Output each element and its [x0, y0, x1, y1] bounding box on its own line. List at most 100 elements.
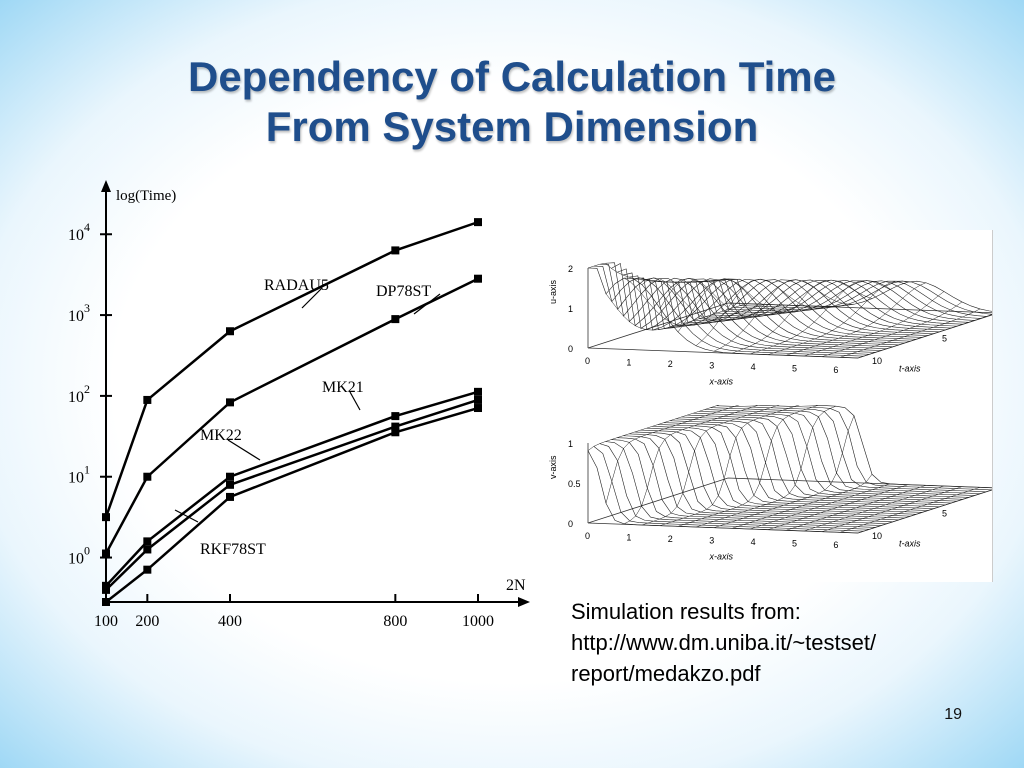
surface-mesh-line: [675, 279, 946, 331]
surface-mesh-line: [767, 484, 909, 530]
surface-mesh-line: [803, 485, 945, 532]
surface-mesh-line: [605, 405, 740, 504]
surface-mesh-line: [663, 279, 934, 334]
surface-mesh-line: [710, 407, 981, 494]
surface-mesh-line: [675, 418, 946, 506]
surface-mesh-line: [659, 405, 800, 526]
series-label-leader: [301, 287, 323, 309]
surface-mesh-line: [727, 278, 992, 312]
surface-mesh-line: [749, 483, 891, 530]
t-axis-title: t-axis: [899, 538, 921, 548]
t-tick-label: 5: [942, 334, 947, 344]
surface-mesh-line: [593, 265, 864, 357]
data-point: [226, 398, 234, 407]
surface-mesh-line: [687, 279, 958, 327]
x-tick-label: 0: [585, 531, 590, 541]
surface-mesh-line: [646, 427, 917, 515]
surface-mesh-line: [803, 291, 945, 357]
surface-mesh-line: [785, 485, 927, 531]
surface-mesh-line: [692, 280, 964, 325]
surface-mesh-line: [623, 277, 765, 326]
title-line-1: Dependency of Calculation Time: [187, 53, 837, 100]
y-tick-label: 103: [68, 301, 90, 325]
series-label-leader: [174, 509, 199, 523]
z-tick-label: 2: [568, 264, 573, 274]
surface-mesh-line: [857, 489, 992, 534]
surface-mesh-line: [634, 277, 905, 344]
x-axis-title: 2N: [506, 577, 526, 594]
series-line-dp78st: [104, 277, 479, 555]
series-label-leader: [349, 391, 361, 411]
caption-link[interactable]: http://www.dm.uniba.it/~testset/: [571, 630, 877, 655]
surface-mesh-line: [587, 262, 729, 283]
surface-mesh-line: [641, 277, 783, 322]
x-tick-label: 5: [792, 539, 797, 549]
surface-mesh-line: [695, 405, 837, 528]
x-tick-label: 6: [833, 365, 838, 375]
x-tick-label: 400: [218, 613, 242, 630]
data-point: [226, 327, 234, 336]
series-label-rkf78st: RKF78ST: [200, 541, 266, 558]
surface-mesh-line: [698, 411, 969, 498]
x-tick-label: 4: [751, 362, 756, 372]
surface-mesh-line: [640, 278, 911, 342]
z-tick-label: 0.5: [568, 479, 581, 489]
x-tick-label: 6: [833, 540, 838, 550]
surface-mesh-line: [713, 415, 855, 528]
data-point: [474, 395, 482, 404]
x-tick-label: 2: [668, 534, 673, 544]
surface-mesh-line: [749, 280, 891, 355]
page-number: 19: [944, 706, 962, 723]
surface-mesh-line: [687, 414, 958, 502]
x-tick-label: 5: [792, 364, 797, 374]
t-tick-label: 10: [872, 531, 882, 541]
surface-mesh-line: [652, 278, 923, 338]
surface-mesh-line: [641, 405, 780, 526]
caption-link-path[interactable]: report/medakzo.pdf: [571, 661, 761, 686]
surface-mesh-line: [622, 272, 894, 348]
surface-mesh-line: [599, 443, 870, 530]
data-point: [226, 480, 234, 489]
x-tick-label: 1: [626, 533, 631, 543]
y-tick-label: 104: [68, 220, 90, 244]
surface-mesh-line: [681, 279, 952, 329]
surface-mesh-line: [785, 282, 927, 356]
surface-mesh-line: [623, 405, 760, 525]
surface-mesh-line: [704, 409, 975, 496]
surface-mesh-line: [677, 278, 819, 333]
surface-mesh-line: [659, 278, 801, 318]
surface-mesh-line: [611, 262, 882, 351]
data-point: [143, 537, 152, 546]
y-tick-label: 102: [68, 382, 90, 406]
surface-mesh-line: [716, 405, 987, 493]
slide-title: Dependency of Calculation Time From Syst…: [0, 52, 1024, 152]
surface-mesh-line: [695, 278, 837, 346]
surface-mesh-line: [839, 308, 981, 358]
surface-mesh-line: [821, 486, 963, 532]
data-point: [226, 492, 234, 501]
series-line-mk22: [105, 398, 479, 591]
data-point: [226, 472, 234, 481]
x-tick-label: 1: [626, 358, 631, 368]
t-axis-title: t-axis: [899, 363, 921, 373]
surface-mesh-line: [605, 441, 876, 528]
t-tick-label: 10: [872, 356, 882, 366]
surface-mesh-line: [657, 279, 929, 336]
x-axis-title: x-axis: [709, 552, 734, 562]
data-point: [102, 513, 110, 522]
surface-mesh-line: [605, 293, 747, 331]
x-tick-label: 0: [585, 356, 590, 366]
surface-mesh-line: [587, 450, 859, 534]
series-label-dp78st: DP78ST: [376, 283, 431, 300]
surface-mesh-line: [821, 301, 963, 357]
surface-mesh-line: [704, 280, 975, 321]
series-line-rkf78st: [105, 406, 479, 603]
data-point: [102, 598, 110, 606]
surface-mesh-line: [652, 426, 923, 513]
caption-line-1: Simulation results from:: [571, 599, 801, 624]
x-tick-label: 3: [709, 361, 714, 371]
series-label-mk21: MK21: [322, 379, 364, 396]
surface-mesh-line: [669, 420, 940, 508]
